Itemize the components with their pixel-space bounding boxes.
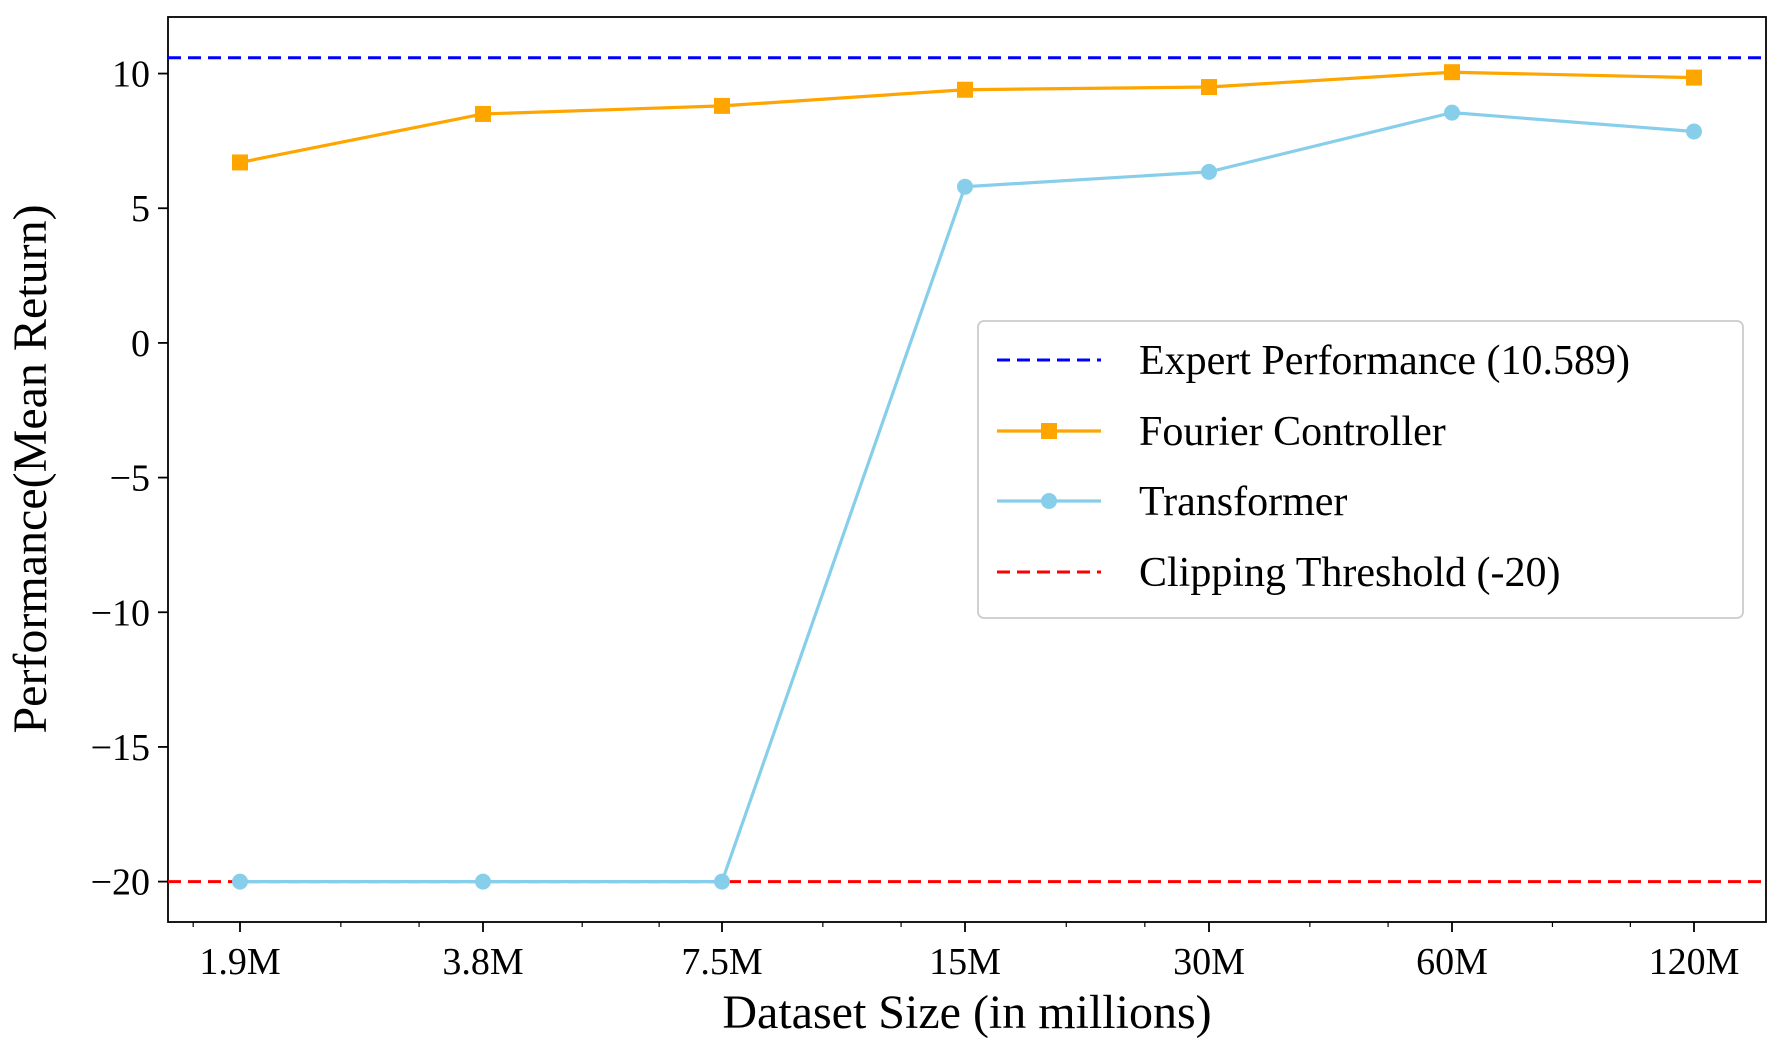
y-tick-label-6: −20 (91, 862, 150, 904)
x-axis: 1.9M 3.8M 7.5M 15M 30M 60M 120M (192, 922, 1740, 983)
series-0-point-4 (1201, 79, 1217, 96)
x-tick-label-0: 1.9M (199, 941, 280, 983)
x-tick-label-2: 7.5M (681, 941, 762, 983)
y-tick-label-4: −10 (91, 592, 150, 634)
x-tick-label-6: 120M (1649, 941, 1740, 983)
x-tick-label-1: 3.8M (442, 941, 523, 983)
legend-marker-1 (1041, 423, 1057, 439)
y-tick-label-3: −5 (110, 458, 150, 500)
y-axis: 10 5 0 −5 −10 −15 −20 (91, 54, 168, 904)
plot-frame (167, 16, 1767, 923)
legend-label-0: Expert Performance (10.589) (1139, 338, 1630, 384)
series-1-point-5 (1444, 104, 1460, 121)
y-tick-label-1: 5 (131, 188, 150, 230)
series-0-point-2 (714, 97, 730, 114)
y-tick-label-2: 0 (131, 323, 150, 365)
series-1-point-2 (714, 873, 730, 890)
series-1-point-0 (232, 873, 248, 890)
series-1-point-3 (957, 178, 973, 195)
series-0-point-6 (1686, 69, 1702, 86)
series-0-point-1 (475, 105, 491, 122)
series-layer (232, 64, 1702, 890)
series-1-point-4 (1201, 163, 1217, 180)
legend-label-3: Clipping Threshold (-20) (1139, 550, 1561, 596)
series-1-point-1 (475, 873, 491, 890)
series-0-point-0 (232, 154, 248, 171)
y-tick-label-5: −15 (91, 727, 150, 769)
x-tick-label-3: 15M (929, 941, 1001, 983)
legend: Expert Performance (10.589) Fourier Contr… (977, 320, 1744, 619)
legend-label-1: Fourier Controller (1139, 409, 1446, 455)
series-0-point-3 (957, 81, 973, 98)
series-1-point-6 (1686, 123, 1702, 140)
series-0-point-5 (1444, 64, 1460, 81)
y-axis-label: Performance(Mean Return) (4, 204, 57, 733)
x-tick-label-4: 30M (1173, 941, 1245, 983)
legend-box (977, 320, 1744, 619)
y-tick-label-0: 10 (112, 54, 150, 96)
legend-label-2: Transformer (1139, 479, 1347, 525)
x-tick-label-5: 60M (1416, 941, 1488, 983)
legend-marker-2 (1041, 493, 1057, 509)
x-axis-label: Dataset Size (in millions) (722, 986, 1211, 1039)
